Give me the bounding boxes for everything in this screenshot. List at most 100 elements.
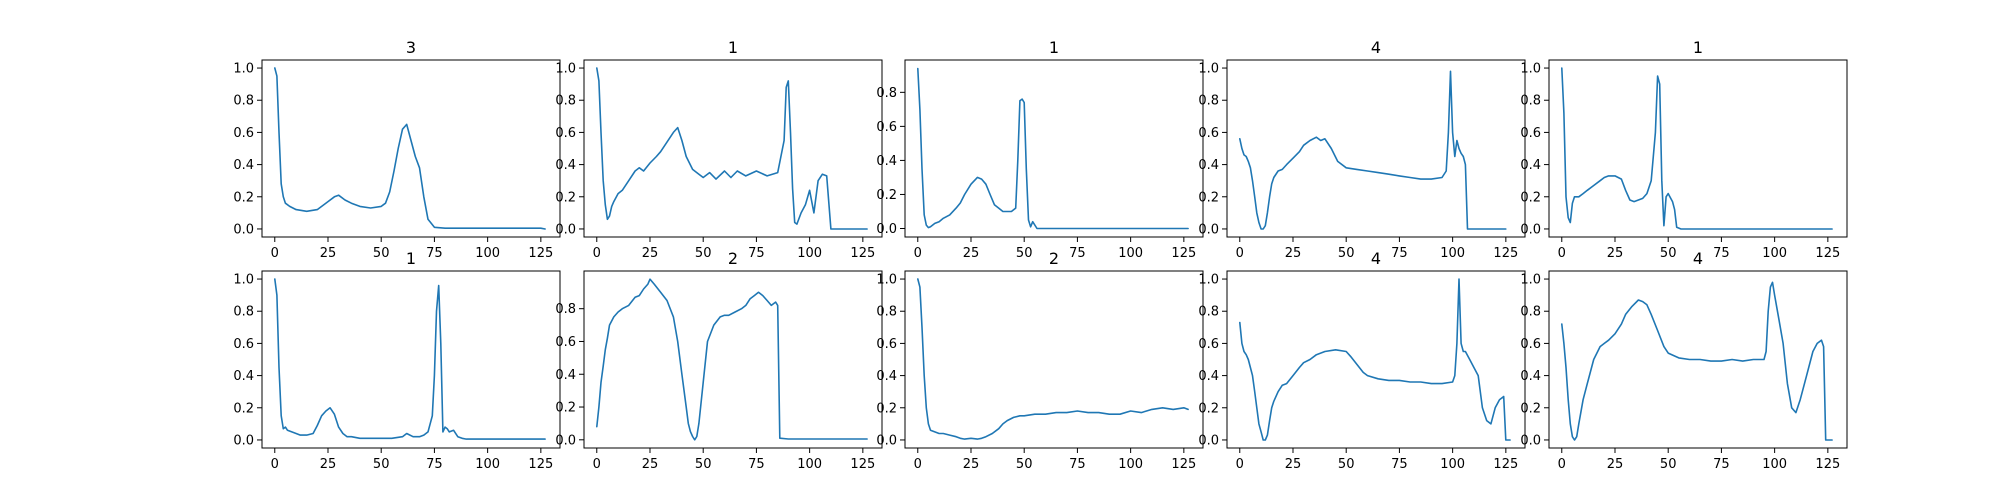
x-tick-label: 0 — [271, 457, 279, 472]
x-tick-label: 100 — [1118, 246, 1143, 261]
y-tick-label: 0.4 — [233, 369, 254, 384]
x-tick-label: 50 — [1338, 457, 1355, 472]
series-line — [1561, 67, 1833, 230]
subplot-2: 0 25 50 75 100 125 0.0 0.2 0.4 0.6 0.8 1.0 1 — [555, 38, 883, 261]
y-tick-label: 0.8 — [555, 94, 576, 109]
y-tick-label: 1.0 — [1520, 62, 1541, 77]
y-tick-label: 0.4 — [1198, 158, 1219, 173]
y-tick-label: 0.4 — [1520, 158, 1541, 173]
x-tick-label: 100 — [1762, 457, 1787, 472]
y-tick-label: 0.2 — [1520, 401, 1541, 416]
x-tick-label: 50 — [695, 457, 712, 472]
y-tick-label: 0.4 — [1520, 369, 1541, 384]
axes-frame — [261, 270, 561, 449]
x-tick-label: 25 — [1607, 457, 1624, 472]
x-tick-label: 50 — [1660, 457, 1677, 472]
axes-frame — [583, 59, 883, 238]
y-tick-label: 0.0 — [1520, 222, 1541, 237]
subplot-9: 0 25 50 75 100 125 0.0 0.2 0.4 0.6 0.8 1.0 4 — [1198, 249, 1526, 472]
subplot-title: 1 — [406, 249, 416, 268]
y-tick-label: 0.6 — [876, 120, 897, 135]
y-tick-label: 0.6 — [876, 337, 897, 352]
x-tick-label: 75 — [1391, 246, 1408, 261]
series-line — [1239, 70, 1507, 230]
series-line — [1561, 281, 1833, 441]
y-tick-label: 0.2 — [233, 190, 254, 205]
subplot-3: 0 25 50 75 100 125 0.0 0.2 0.4 0.6 0.8 1 — [876, 38, 1204, 261]
x-tick-label: 75 — [1391, 457, 1408, 472]
x-tick-label: 125 — [528, 246, 553, 261]
y-tick-label: 0.4 — [876, 369, 897, 384]
y-tick-label: 0.8 — [233, 305, 254, 320]
x-tick-label: 0 — [1558, 246, 1566, 261]
x-tick-label: 100 — [475, 457, 500, 472]
x-tick-label: 0 — [1558, 457, 1566, 472]
y-tick-label: 0.8 — [1198, 94, 1219, 109]
x-tick-label: 25 — [642, 246, 659, 261]
x-tick-label: 25 — [320, 246, 337, 261]
subplot-8: 0 25 50 75 100 125 0.0 0.2 0.4 0.6 0.8 1.0 2 — [876, 249, 1204, 472]
y-tick-label: 0.2 — [876, 188, 897, 203]
x-tick-label: 25 — [1285, 246, 1302, 261]
subplot-4: 0 25 50 75 100 125 0.0 0.2 0.4 0.6 0.8 1.0 4 — [1198, 38, 1526, 261]
x-tick-label: 100 — [475, 246, 500, 261]
x-tick-label: 125 — [850, 246, 875, 261]
x-tick-label: 75 — [1069, 457, 1086, 472]
subplot-5: 0 25 50 75 100 125 0.0 0.2 0.4 0.6 0.8 1.0 1 — [1520, 38, 1848, 261]
series-line — [1239, 278, 1511, 441]
x-tick-label: 125 — [1815, 246, 1840, 261]
series-line — [916, 67, 1189, 230]
axes-frame — [1548, 59, 1848, 238]
subplot-title: 4 — [1693, 249, 1703, 268]
axes-frame — [904, 270, 1204, 449]
y-tick-label: 0.6 — [233, 337, 254, 352]
y-tick-label: 0.6 — [1520, 126, 1541, 141]
y-tick-label: 1.0 — [233, 273, 254, 288]
y-tick-label: 0.4 — [233, 158, 254, 173]
x-tick-label: 50 — [373, 457, 390, 472]
subplot-6: 0 25 50 75 100 125 0.0 0.2 0.4 0.6 0.8 1.0 1 — [233, 249, 561, 472]
x-tick-label: 25 — [320, 457, 337, 472]
x-tick-label: 100 — [1440, 246, 1465, 261]
x-tick-label: 75 — [1713, 457, 1730, 472]
y-tick-label: 1.0 — [1198, 62, 1219, 77]
x-tick-label: 125 — [1171, 457, 1196, 472]
x-tick-label: 100 — [1762, 246, 1787, 261]
subplot-title: 4 — [1371, 38, 1381, 57]
x-tick-label: 50 — [1338, 246, 1355, 261]
x-tick-label: 100 — [797, 246, 822, 261]
x-tick-label: 50 — [373, 246, 390, 261]
axes-frame — [261, 59, 561, 238]
y-tick-label: 0.4 — [555, 368, 576, 383]
series-line — [595, 278, 868, 441]
axes-frame — [1226, 270, 1526, 449]
y-tick-label: 0.0 — [555, 222, 576, 237]
y-tick-label: 0.0 — [876, 433, 897, 448]
x-tick-label: 0 — [1236, 457, 1244, 472]
y-tick-label: 1.0 — [555, 62, 576, 77]
y-tick-label: 1.0 — [1198, 273, 1219, 288]
x-tick-label: 25 — [642, 457, 659, 472]
y-tick-label: 0.8 — [1198, 305, 1219, 320]
y-tick-label: 0.0 — [233, 433, 254, 448]
y-tick-label: 0.6 — [1198, 126, 1219, 141]
series-line — [273, 67, 546, 230]
y-tick-label: 0.6 — [555, 126, 576, 141]
subplot-title: 1 — [1049, 38, 1059, 57]
subplot-10: 0 25 50 75 100 125 0.0 0.2 0.4 0.6 0.8 1.0 4 — [1520, 249, 1848, 472]
y-tick-label: 0.0 — [1198, 222, 1219, 237]
x-tick-label: 125 — [1493, 246, 1518, 261]
y-tick-label: 0.6 — [1520, 337, 1541, 352]
axes-frame — [1226, 59, 1526, 238]
y-tick-label: 0.2 — [876, 401, 897, 416]
subplot-title: 4 — [1371, 249, 1381, 268]
y-tick-label: 0.4 — [555, 158, 576, 173]
y-tick-label: 0.0 — [233, 222, 254, 237]
subplot-7: 0 25 50 75 100 125 0.0 0.2 0.4 0.6 0.8 2 — [555, 249, 883, 472]
axes-frame — [1548, 270, 1848, 449]
subplot-title: 1 — [728, 38, 738, 57]
y-tick-label: 0.8 — [1520, 305, 1541, 320]
y-tick-label: 0.0 — [1520, 433, 1541, 448]
subplot-title: 1 — [1693, 38, 1703, 57]
